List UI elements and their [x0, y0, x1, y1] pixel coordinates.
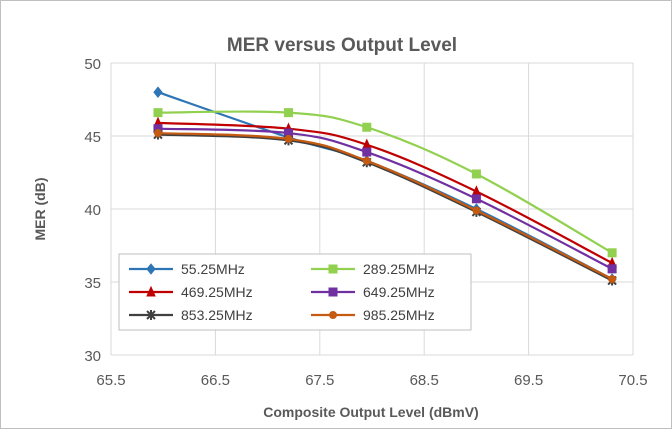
legend-marker: [328, 264, 338, 274]
legend-marker: [329, 311, 337, 319]
legend-box: [118, 253, 472, 331]
series-649.25MHz: [153, 124, 617, 274]
legend-label: 853.25MHz: [181, 307, 253, 323]
data-point: [153, 86, 163, 99]
chart-title: MER versus Output Level: [227, 35, 457, 56]
legend-label: 985.25MHz: [363, 307, 435, 323]
series-line: [157, 127, 613, 270]
y-tick-label: 40: [84, 202, 101, 219]
x-axis-title: Composite Output Level (dBmV): [263, 404, 478, 420]
series-line: [157, 110, 613, 254]
data-point: [284, 134, 293, 143]
data-point: [362, 147, 372, 157]
legend-label: 55.25MHz: [181, 261, 245, 277]
series-line: [157, 91, 613, 281]
legend-marker: [146, 263, 156, 275]
y-tick-label: 35: [84, 275, 101, 292]
legend-entry: 985.25MHz: [311, 307, 435, 323]
y-axis-title: MER (dB): [32, 178, 48, 241]
x-tick-label: 69.5: [514, 372, 543, 389]
legend-entry: 853.25MHz: [129, 307, 253, 323]
x-tick-label: 66.5: [201, 372, 230, 389]
x-tick-label: 65.5: [96, 372, 125, 389]
series-line: [157, 121, 613, 264]
legend-label: 469.25MHz: [181, 284, 253, 300]
x-tick-label: 68.5: [410, 372, 439, 389]
y-tick-label: 50: [84, 56, 101, 73]
legend-entry: 55.25MHz: [129, 261, 245, 277]
data-point: [472, 206, 481, 215]
data-point: [607, 264, 617, 274]
data-point: [153, 129, 162, 138]
data-point: [283, 108, 293, 118]
data-point: [362, 122, 372, 132]
data-point: [471, 194, 481, 204]
legend-entry: 649.25MHz: [311, 284, 435, 300]
x-tick-label: 70.5: [618, 372, 647, 389]
data-point: [608, 275, 617, 284]
data-point: [607, 248, 617, 258]
data-point: [362, 156, 371, 165]
legend-label: 289.25MHz: [363, 261, 435, 277]
y-tick-label: 45: [84, 129, 101, 146]
x-tick-label: 67.5: [305, 372, 334, 389]
legend-label: 649.25MHz: [363, 284, 435, 300]
legend-marker: [146, 285, 156, 297]
legend-entry: 289.25MHz: [311, 261, 435, 277]
series-289.25MHz: [153, 108, 617, 258]
series-985.25MHz: [153, 129, 617, 284]
legend-entry: 469.25MHz: [129, 284, 253, 300]
data-point: [153, 108, 163, 118]
data-point: [471, 169, 481, 179]
y-tick-label: 30: [84, 348, 101, 365]
legend-marker: [328, 287, 338, 297]
legend-marker: [146, 310, 156, 320]
